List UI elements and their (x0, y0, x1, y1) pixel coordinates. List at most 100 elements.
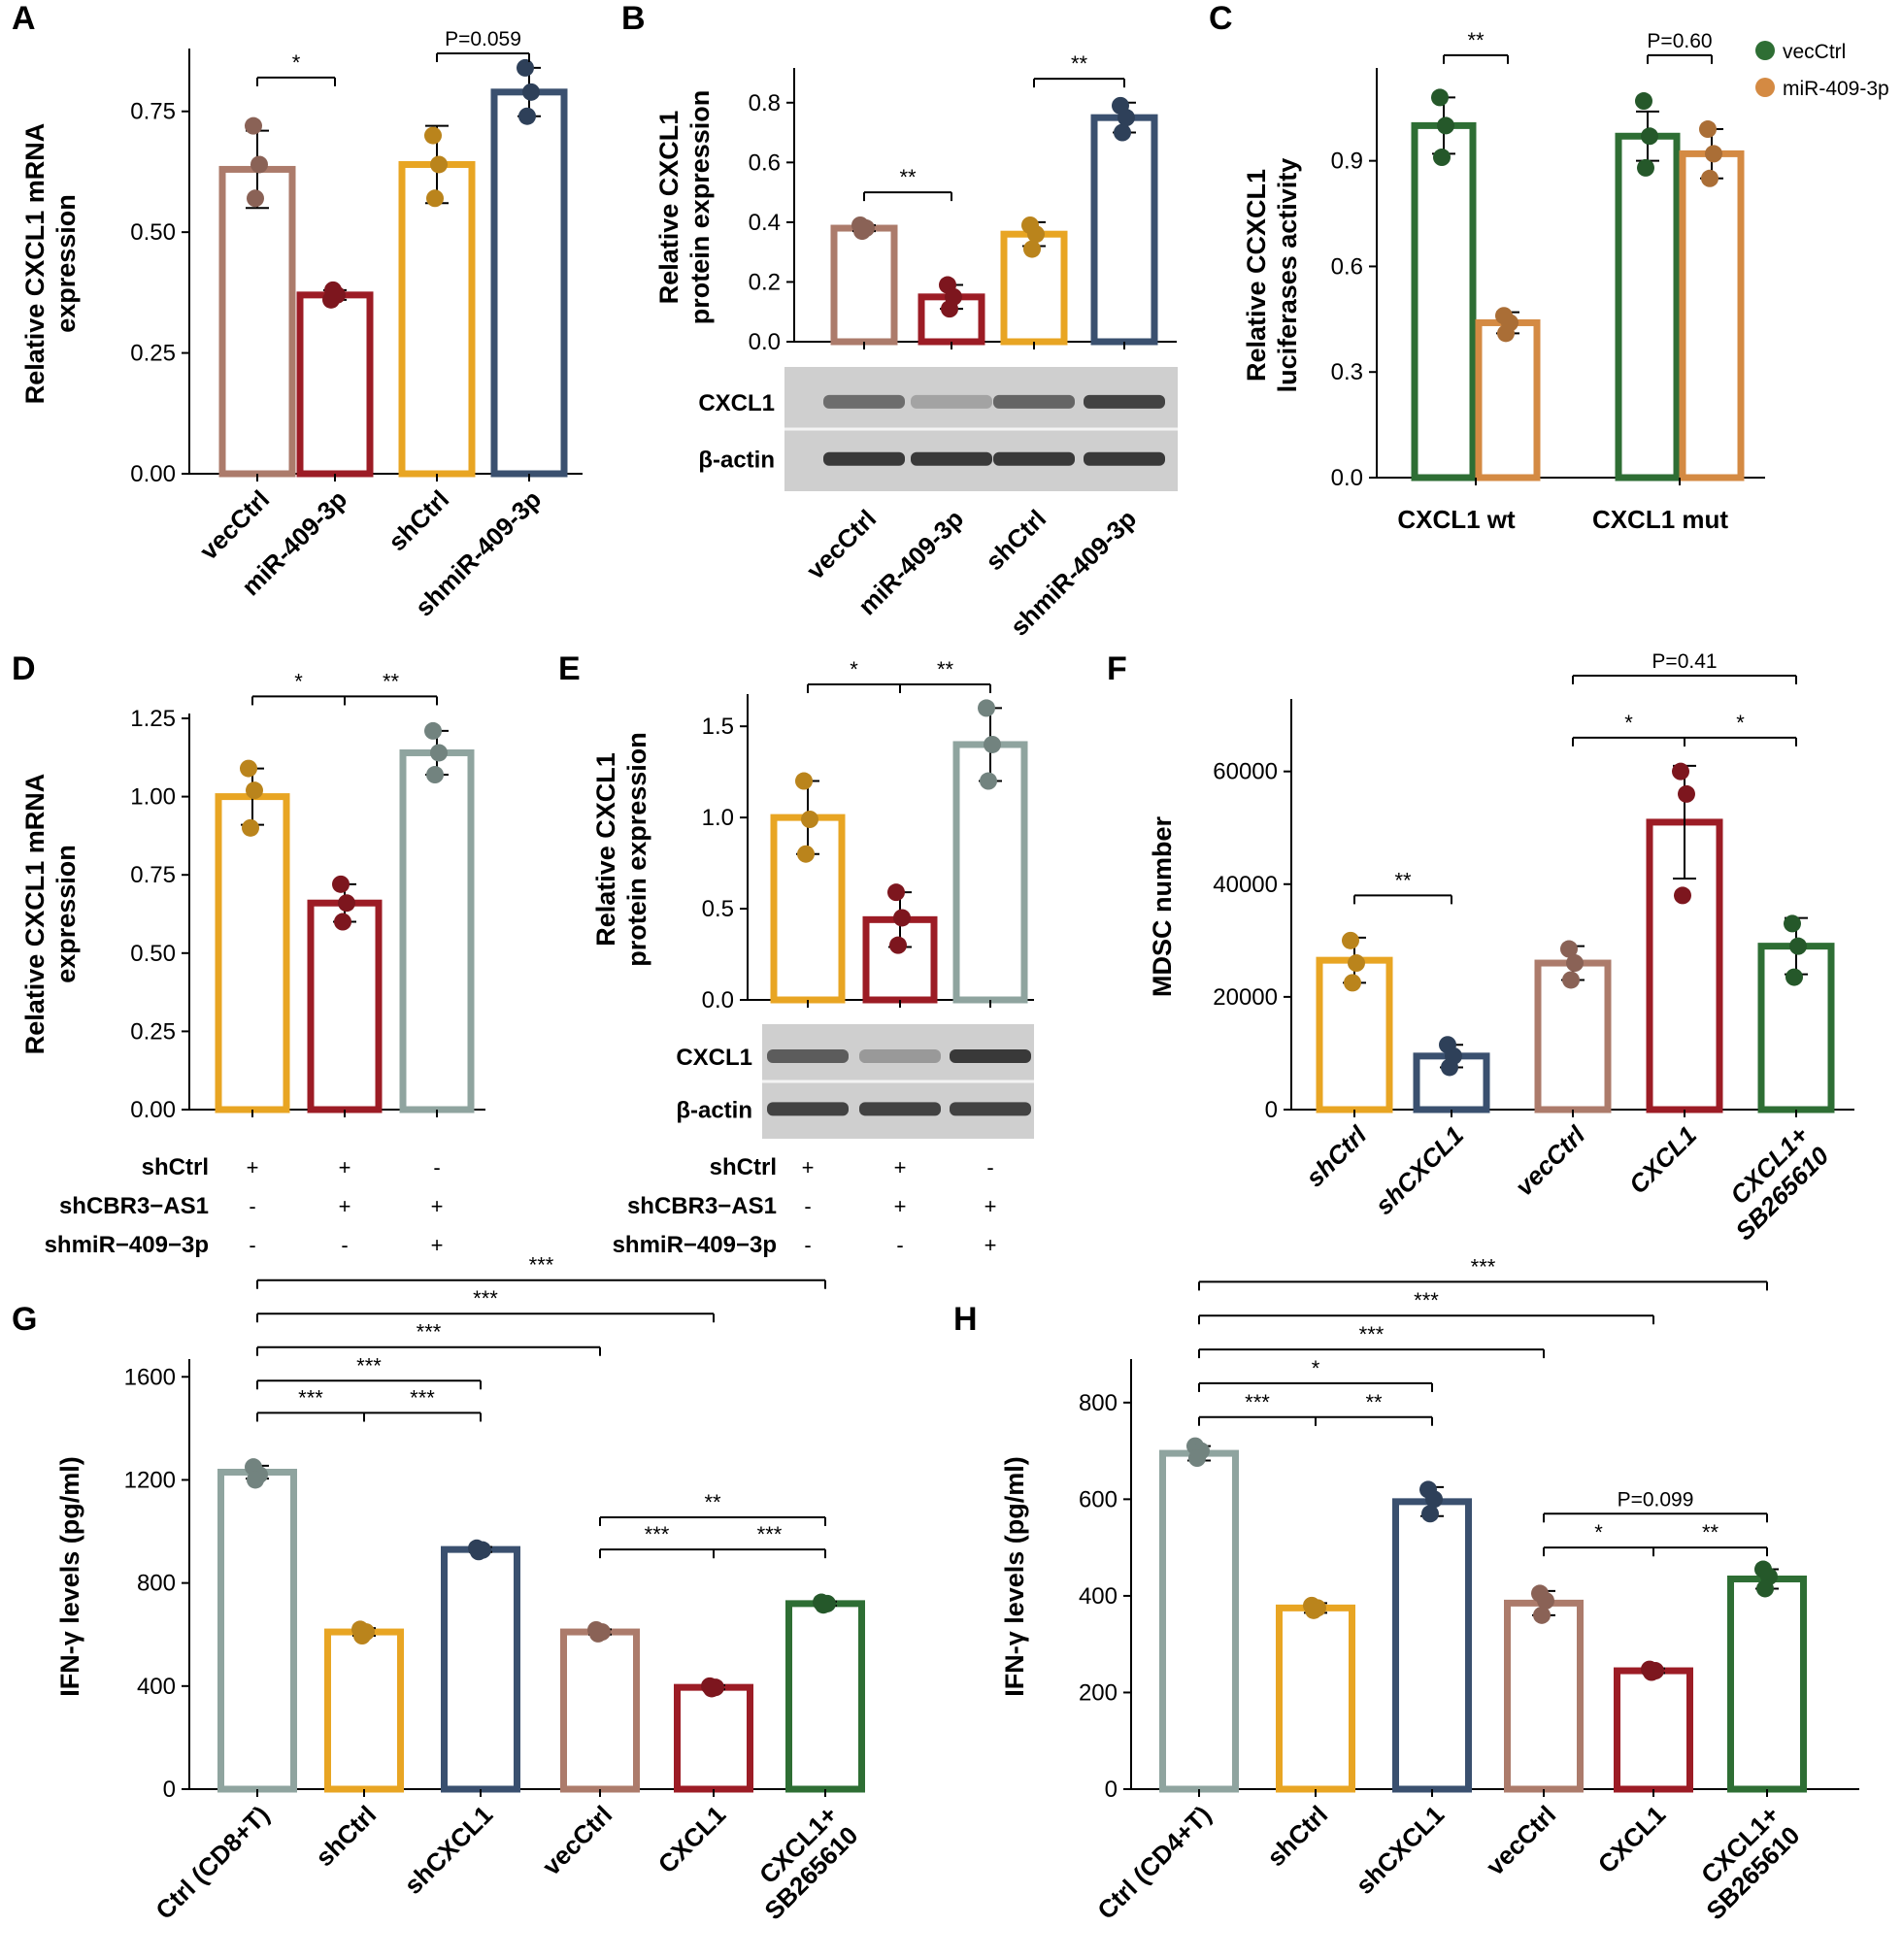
blot-band (1084, 451, 1165, 466)
y-tick-label: 20000 (1213, 984, 1278, 1011)
panel-d: D 0.00 0.25 0.50 0.75 1.00 1.25 Relative CXCL1 … (12, 650, 485, 1258)
data-point (430, 155, 448, 174)
data-point (250, 155, 268, 174)
x-category-label: CXCL1 (652, 1800, 731, 1878)
data-point (980, 772, 997, 790)
panel-label: C (1209, 0, 1233, 37)
x-category-label: CXCL1+SB265610 (753, 1800, 863, 1925)
blot-row-label: CXCL1 (698, 390, 775, 416)
condition-label: shCBR3−AS1 (59, 1193, 209, 1219)
data-point (426, 189, 444, 208)
y-tick-label: 200 (1079, 1679, 1118, 1706)
bar (1159, 1449, 1239, 1793)
data-point (1635, 92, 1652, 111)
condition-label: shmiR−409−3p (45, 1232, 209, 1258)
bar (324, 1628, 404, 1793)
x-category-text: vecCtrl (1481, 1800, 1562, 1881)
bar (830, 224, 898, 346)
blot-band (767, 1102, 849, 1116)
x-category-text: CXCL1 (1592, 1800, 1671, 1878)
bar (1614, 1667, 1693, 1793)
x-category-text: CXCL1 (652, 1800, 731, 1878)
data-point (887, 883, 905, 902)
x-category-label: CXCL1 mut (1592, 505, 1728, 534)
blot-band (911, 394, 992, 409)
data-point (324, 281, 342, 299)
blot-band (993, 451, 1075, 466)
y-tick-label: 40000 (1213, 872, 1278, 898)
significance-label: ** (1365, 1390, 1383, 1414)
bar (1090, 114, 1158, 346)
data-point (1118, 109, 1135, 127)
data-point (1533, 1606, 1551, 1624)
panel-label: A (12, 0, 36, 37)
significance-label: P=0.059 (445, 28, 521, 50)
data-point (1433, 149, 1451, 167)
data-point (1784, 914, 1801, 933)
x-category-text: Ctrl (CD4+T) (1091, 1800, 1217, 1925)
y-axis-title: Relative CXCL1 mRNA expression (20, 123, 81, 405)
x-category-label: shCtrl (1261, 1800, 1333, 1872)
significance-label: *** (1471, 1254, 1496, 1279)
y-tick-label: 1600 (124, 1364, 176, 1390)
y-tick-label: 1.00 (130, 784, 176, 811)
y-axis-title: MDSC number (1148, 816, 1177, 998)
x-category-text: vecCtrl (537, 1800, 618, 1881)
bar (490, 88, 568, 478)
blot-band (911, 451, 992, 466)
y-axis-title-line: MDSC number (1148, 816, 1177, 998)
panel-label: H (953, 1301, 978, 1338)
significance-label: *** (1359, 1322, 1385, 1346)
y-axis-title: Relative CCXCL1 luciferases activity (1242, 158, 1302, 393)
y-axis-title: IFN-γ levels (pg/ml) (1000, 1456, 1029, 1697)
panel-label: E (558, 650, 581, 687)
y-tick-label: 1200 (124, 1467, 176, 1493)
x-category-text: shCXCL1 (1369, 1120, 1469, 1220)
condition-sign: - (249, 1194, 255, 1218)
significance-label: *** (1414, 1288, 1439, 1312)
data-point (703, 1679, 720, 1698)
significance-label: ** (937, 657, 954, 681)
condition-sign: + (431, 1233, 444, 1257)
significance-label: * (1736, 711, 1745, 735)
data-point (240, 759, 257, 778)
y-tick-label: 0.50 (130, 219, 176, 246)
bar (398, 160, 476, 478)
blot-band (1084, 394, 1165, 409)
bar (296, 291, 374, 478)
x-category-label: shCtrl (1300, 1119, 1373, 1192)
data-point (1344, 974, 1361, 992)
legend-marker (1755, 78, 1775, 97)
data-point (470, 1543, 487, 1561)
y-axis-title-line: protein expression (622, 732, 651, 967)
y-axis-title-line: luciferases activity (1273, 158, 1302, 393)
significance-label: P=0.60 (1647, 30, 1712, 52)
significance-label: *** (473, 1286, 498, 1311)
data-point (522, 83, 540, 101)
legend-label: miR-409-3p (1783, 78, 1889, 100)
bar (1504, 1599, 1584, 1793)
data-point (1421, 1505, 1439, 1523)
condition-sign: + (431, 1194, 444, 1218)
x-category-label: vecCtrl (801, 504, 883, 585)
y-tick-label: 1.0 (702, 805, 734, 831)
bar (1475, 318, 1541, 482)
y-tick-label: 0.5 (702, 896, 734, 922)
y-tick-label: 600 (1079, 1486, 1118, 1512)
condition-sign: - (804, 1194, 811, 1218)
x-category-label: shCXCL1 (1369, 1120, 1469, 1220)
blot-band (950, 1102, 1031, 1116)
condition-sign: + (339, 1155, 351, 1179)
x-category-label: CXCL1 (1592, 1800, 1671, 1878)
y-axis-title: IFN-γ levels (pg/ml) (55, 1456, 84, 1697)
y-axis-title-line: IFN-γ levels (pg/ml) (1000, 1456, 1029, 1697)
bar (218, 165, 296, 478)
x-category-text: CXCL1 (1623, 1120, 1702, 1199)
bar (560, 1628, 640, 1793)
x-category-text: shCXCL1 (1350, 1800, 1450, 1900)
data-point (893, 909, 911, 927)
y-tick-label: 0 (1265, 1097, 1278, 1123)
blot-band (993, 394, 1075, 409)
bar (1392, 1498, 1472, 1793)
